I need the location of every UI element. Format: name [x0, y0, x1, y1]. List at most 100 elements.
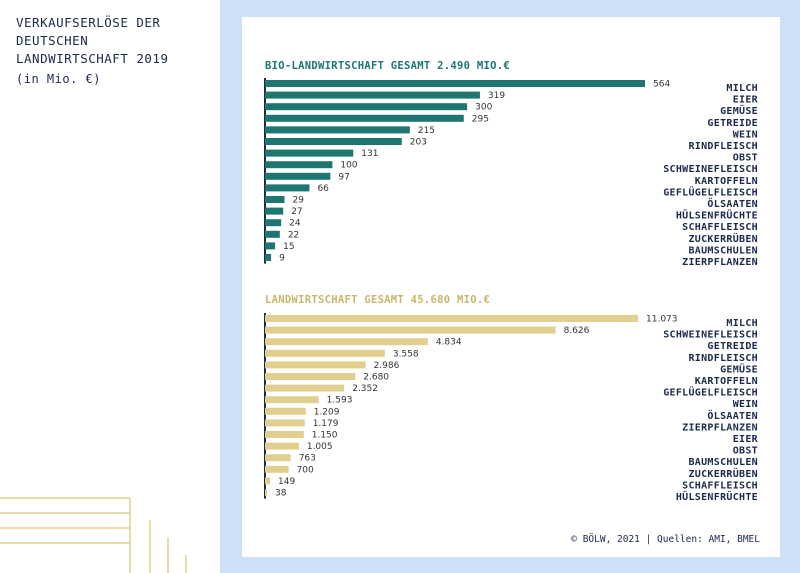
- bio-chart-title: BIO-LANDWIRTSCHAFT GESAMT 2.490 MIO.€: [265, 60, 510, 72]
- conv-bar: [265, 419, 305, 427]
- bio-category-label: HÜLSENFRÜCHTE: [676, 208, 758, 222]
- bio-bar: [265, 219, 282, 227]
- conv-bar: [265, 396, 319, 404]
- conv-value-label: 149: [278, 477, 295, 487]
- bio-bar: [265, 103, 468, 111]
- conv-bar: [265, 431, 304, 438]
- bio-bar: [265, 114, 464, 122]
- bio-bar: [265, 138, 402, 145]
- bio-category-label: RINDFLEISCH: [688, 141, 758, 152]
- conv-value-label: 3.558: [393, 349, 419, 359]
- conv-category-label: SCHAFFLEISCH: [682, 480, 758, 491]
- conv-value-label: 763: [299, 454, 316, 464]
- conv-category-label: SCHWEINEFLEISCH: [663, 330, 758, 341]
- bio-category-label: ZIERPFLANZEN: [682, 257, 758, 268]
- bio-value-label: 295: [472, 114, 489, 124]
- conv-category-label: ÖLSAATEN: [707, 408, 758, 422]
- conv-category-label: GEFLÜGELFLEISCH: [663, 385, 758, 399]
- bio-category-label: ÖLSAATEN: [707, 196, 758, 210]
- bio-value-label: 215: [418, 126, 435, 136]
- bio-value-label: 24: [289, 219, 301, 229]
- bio-value-label: 27: [291, 207, 302, 217]
- conv-bar: [265, 454, 291, 462]
- bio-bar: [265, 161, 333, 169]
- bio-category-label: OBST: [733, 153, 758, 164]
- bio-value-label: 319: [488, 91, 505, 101]
- bio-value-label: 300: [475, 103, 492, 113]
- conv-category-label: OBST: [733, 446, 758, 457]
- bio-value-label: 29: [293, 196, 305, 206]
- conv-value-label: 1.150: [312, 431, 338, 441]
- bio-category-label: EIER: [733, 95, 759, 106]
- conv-bar: [265, 407, 306, 415]
- bio-category-label: MILCH: [726, 83, 758, 94]
- decorative-lines: [0, 497, 187, 573]
- bio-value-label: 97: [338, 172, 349, 182]
- conv-bar: [265, 326, 556, 334]
- bio-category-label: SCHWEINEFLEISCH: [663, 164, 758, 175]
- conv-category-label: RINDFLEISCH: [688, 353, 758, 364]
- conv-value-label: 1.209: [314, 407, 340, 417]
- conv-value-label: 1.005: [307, 442, 333, 452]
- bio-bar: [265, 196, 285, 203]
- conv-category-label: ZIERPFLANZEN: [682, 422, 758, 433]
- left-margin: [0, 0, 220, 573]
- conv-bar: [265, 442, 299, 450]
- conv-value-label: 38: [275, 489, 287, 499]
- bio-bar: [265, 230, 280, 238]
- bio-category-label: ZUCKERRÜBEN: [688, 231, 758, 245]
- conv-chart-title: LANDWIRTSCHAFT GESAMT 45.680 MIO.€: [265, 294, 491, 306]
- bio-bar: [265, 149, 354, 157]
- bio-category-label: GEMÜSE: [720, 103, 758, 117]
- conv-category-label: WEIN: [733, 399, 758, 410]
- conv-category-label: GETREIDE: [707, 341, 758, 352]
- conv-bar: [265, 465, 289, 473]
- conv-category-label: BAUMSCHULEN: [688, 457, 758, 468]
- bio-category-label: GETREIDE: [707, 118, 758, 129]
- bio-value-label: 203: [410, 138, 427, 148]
- conv-value-label: 4.834: [436, 338, 462, 348]
- conv-category-label: MILCH: [726, 318, 758, 329]
- conv-bar: [265, 338, 428, 346]
- conv-category-label: KARTOFFELN: [695, 376, 758, 387]
- bio-bar: [265, 126, 410, 134]
- bio-category-label: WEIN: [733, 129, 758, 140]
- conv-value-label: 2.986: [374, 361, 400, 371]
- bio-category-label: GEFLÜGELFLEISCH: [663, 184, 758, 198]
- conv-category-label: ZUCKERRÜBEN: [688, 466, 758, 480]
- conv-category-label: GEMÜSE: [720, 361, 758, 375]
- bio-value-label: 100: [340, 161, 357, 171]
- bio-category-label: KARTOFFELN: [695, 176, 758, 187]
- conv-value-label: 11.073: [646, 315, 678, 325]
- conv-value-label: 1.179: [313, 419, 339, 429]
- conv-bar: [265, 315, 638, 322]
- conv-category-label: HÜLSENFRÜCHTE: [676, 489, 758, 503]
- conv-bar: [265, 361, 366, 369]
- bio-value-label: 15: [283, 242, 294, 252]
- conv-value-label: 2.680: [363, 373, 389, 383]
- conv-value-label: 2.352: [352, 384, 378, 394]
- bio-bar: [265, 80, 645, 87]
- bio-value-label: 22: [288, 230, 299, 240]
- conv-value-label: 1.593: [327, 396, 353, 406]
- source-credit: © BÖLW, 2021 | Quellen: AMI, BMEL: [571, 534, 760, 545]
- conv-bar: [265, 384, 345, 392]
- bio-value-label: 9: [279, 254, 285, 264]
- bio-value-label: 564: [653, 80, 670, 90]
- bio-bar: [265, 184, 310, 192]
- conv-category-label: EIER: [733, 434, 759, 445]
- conv-bar: [265, 349, 385, 357]
- conv-bar: [265, 489, 267, 496]
- page-title: VERKAUFSERLÖSE DER DEUTSCHEN LANDWIRTSCH…: [16, 15, 169, 66]
- bio-bar: [265, 91, 480, 99]
- bio-bar: [265, 242, 276, 250]
- conv-value-label: 8.626: [564, 326, 590, 336]
- bio-value-label: 131: [361, 149, 378, 159]
- conv-bar: [265, 477, 271, 485]
- bio-category-label: BAUMSCHULEN: [688, 245, 758, 256]
- bio-bar: [265, 254, 272, 261]
- bio-value-label: 66: [317, 184, 329, 194]
- unit-label: (in Mio. €): [16, 72, 101, 86]
- conv-bar: [265, 373, 356, 380]
